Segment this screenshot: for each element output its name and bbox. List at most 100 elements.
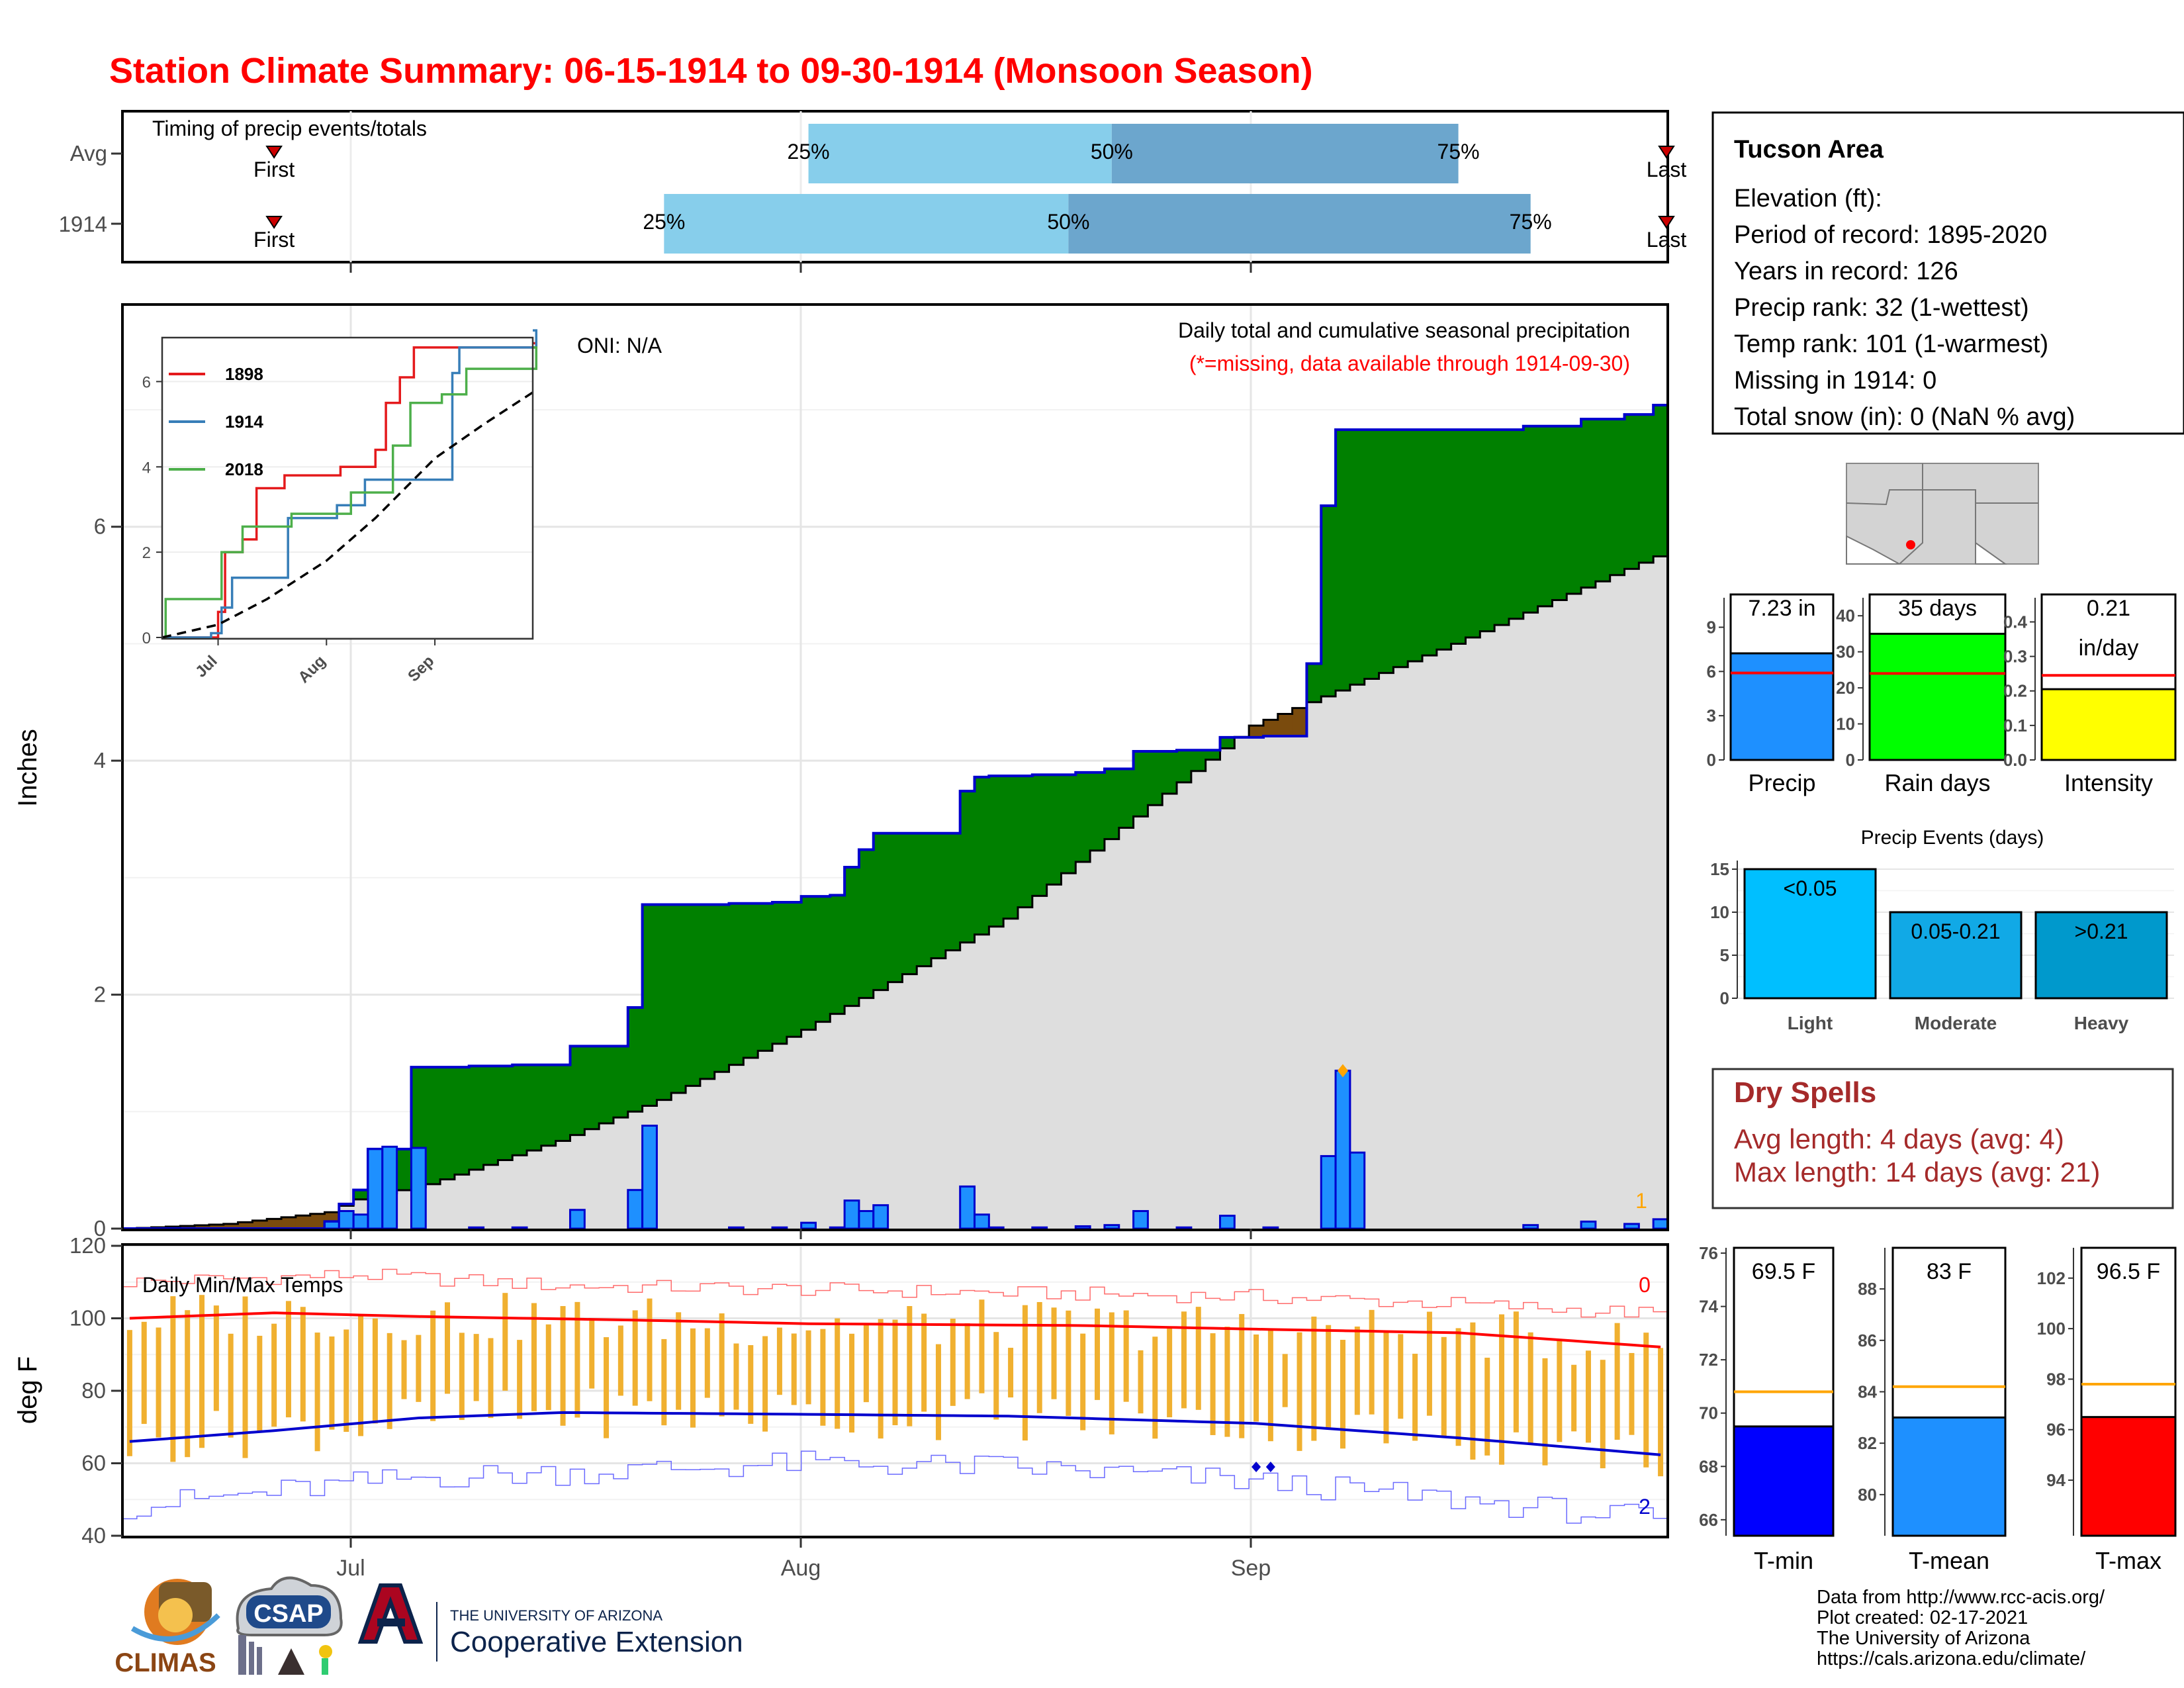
above-avg-area <box>1364 430 1380 679</box>
above-avg-area <box>1336 430 1351 691</box>
daily-temp-bar <box>1499 1314 1505 1465</box>
above-avg-area <box>613 1046 629 1118</box>
temp-bar-y-tick-label: 102 <box>2037 1268 2066 1288</box>
timing-last-marker <box>1658 146 1675 159</box>
above-avg-area <box>555 1064 570 1141</box>
daily-precip-bar <box>627 1189 644 1230</box>
daily-temp-bar <box>430 1310 436 1421</box>
record-low-marker <box>1265 1461 1275 1472</box>
precip-y-tick-label: 2 <box>94 982 106 1007</box>
timing-p75-label: 75% <box>1510 210 1552 234</box>
daily-precip-bar <box>1074 1225 1091 1230</box>
daily-precip-bar <box>324 1220 340 1230</box>
events-y-tick-label: 0 <box>1720 988 1729 1008</box>
footer-line-2: Plot created: 02-17-2021 <box>1817 1607 2028 1628</box>
footer-line-3: The University of Arizona <box>1817 1628 2030 1649</box>
above-avg-area <box>844 867 860 1006</box>
daily-precip-bar <box>1219 1215 1236 1230</box>
above-avg-area <box>1148 751 1163 806</box>
daily-precip-bar <box>410 1147 427 1230</box>
daily-temp-bar <box>141 1321 147 1425</box>
daily-precip-bar <box>338 1209 355 1230</box>
daily-precip-bar <box>1262 1226 1279 1230</box>
below-avg-area <box>1292 708 1307 737</box>
above-avg-area <box>1191 750 1206 771</box>
events-bar-label: Light <box>1788 1013 1833 1033</box>
daily-temp-bar <box>1658 1348 1664 1477</box>
daily-temp-bar <box>632 1310 638 1406</box>
daily-temp-bar <box>1181 1311 1187 1409</box>
timing-row-label-avg: Avg <box>70 141 107 165</box>
above-avg-area <box>1090 772 1105 851</box>
mini-bar-value <box>1868 632 2007 761</box>
timing-first-marker <box>265 146 283 159</box>
record-min-line <box>122 1450 1668 1524</box>
daily-temp-bar <box>358 1315 364 1436</box>
timing-panel-label: Timing of precip events/totals <box>152 117 427 140</box>
dry-spells-title: Dry Spells <box>1734 1076 1876 1109</box>
inset-average-line <box>161 389 537 639</box>
above-avg-area <box>758 903 773 1051</box>
temp-hot-count: 0 <box>1639 1273 1651 1297</box>
daily-precip-bar <box>1349 1151 1366 1230</box>
daily-temp-bar <box>676 1312 682 1410</box>
missing-count: 1 <box>1635 1189 1647 1213</box>
temp-bar-y-tick-label: 94 <box>2046 1470 2066 1490</box>
daily-temp-bar <box>820 1329 826 1426</box>
above-avg-area <box>671 904 686 1094</box>
mini-bar-y-tick-label: 0 <box>1707 750 1716 770</box>
above-avg-area <box>1032 774 1048 896</box>
daily-temp-bar <box>372 1318 378 1424</box>
temp-y-tick-label: 120 <box>69 1233 106 1258</box>
daily-temp-bar <box>1629 1352 1635 1435</box>
timing-panel: Timing of precip events/totals 25% 50% 75%… <box>59 110 1686 273</box>
below-avg-area <box>324 1212 340 1222</box>
temp-bar-y-tick-label: 96 <box>2046 1420 2066 1440</box>
daily-temp-bar <box>1571 1364 1577 1432</box>
daily-precip-bar <box>511 1226 528 1230</box>
timing-p25-label: 25% <box>788 140 830 164</box>
daily-temp-bar <box>314 1333 320 1452</box>
timing-quartile-low <box>808 124 1112 183</box>
record-max-line <box>122 1268 1668 1318</box>
above-avg-area <box>1061 774 1076 874</box>
daily-temp-bar <box>704 1328 710 1398</box>
precip-y-tick-label: 4 <box>94 748 106 773</box>
daily-precip-bar <box>468 1226 485 1230</box>
mini-bar-y-tick-label: 20 <box>1836 678 1855 698</box>
daily-temp-bar <box>1239 1314 1245 1438</box>
above-avg-area <box>1567 426 1582 594</box>
above-avg-area <box>599 1046 614 1123</box>
daily-temp-bar <box>574 1301 580 1418</box>
daily-temp-bar <box>1527 1332 1533 1445</box>
daily-precip-bar <box>367 1148 384 1230</box>
daily-temp-bar <box>228 1333 234 1438</box>
daily-temp-bar <box>170 1296 176 1462</box>
events-bar-label: Moderate <box>1915 1013 1997 1033</box>
temp-bar-y-tick-label: 86 <box>1858 1331 1877 1350</box>
daily-temp-bar <box>1426 1311 1432 1416</box>
above-avg-area <box>498 1066 513 1160</box>
events-bar <box>1889 911 2023 1000</box>
temp-y-tick-label: 80 <box>81 1378 106 1403</box>
daily-temp-bar <box>257 1335 263 1432</box>
daily-temp-bar <box>1455 1328 1461 1446</box>
inset-y-tick-label: 4 <box>142 459 151 477</box>
above-avg-area <box>1162 751 1177 794</box>
timing-last-label: Last <box>1647 228 1687 252</box>
below-avg-area <box>180 1225 195 1229</box>
timing-p50-label: 50% <box>1047 210 1089 234</box>
temp-bar-value <box>1733 1425 1835 1537</box>
timing-rows: 25% 50% 75% First Last 25% 50% 75% First Last <box>253 124 1686 254</box>
daily-temp-bar <box>661 1338 667 1426</box>
station-info-line: Elevation (ft): <box>1734 185 1882 212</box>
above-avg-area <box>1177 750 1192 782</box>
below-avg-area <box>1263 720 1279 737</box>
above-avg-area <box>830 895 845 1014</box>
temp-bar-value-text: 96.5 F <box>2097 1259 2160 1284</box>
daily-temp-bar <box>776 1327 782 1395</box>
ua-logo-small-text: THE UNIVERSITY OF ARIZONA <box>450 1607 662 1624</box>
daily-temp-bar <box>863 1323 869 1403</box>
mini-bar-y-tick-label: 0.3 <box>2003 647 2027 667</box>
above-avg-area <box>1422 430 1437 656</box>
